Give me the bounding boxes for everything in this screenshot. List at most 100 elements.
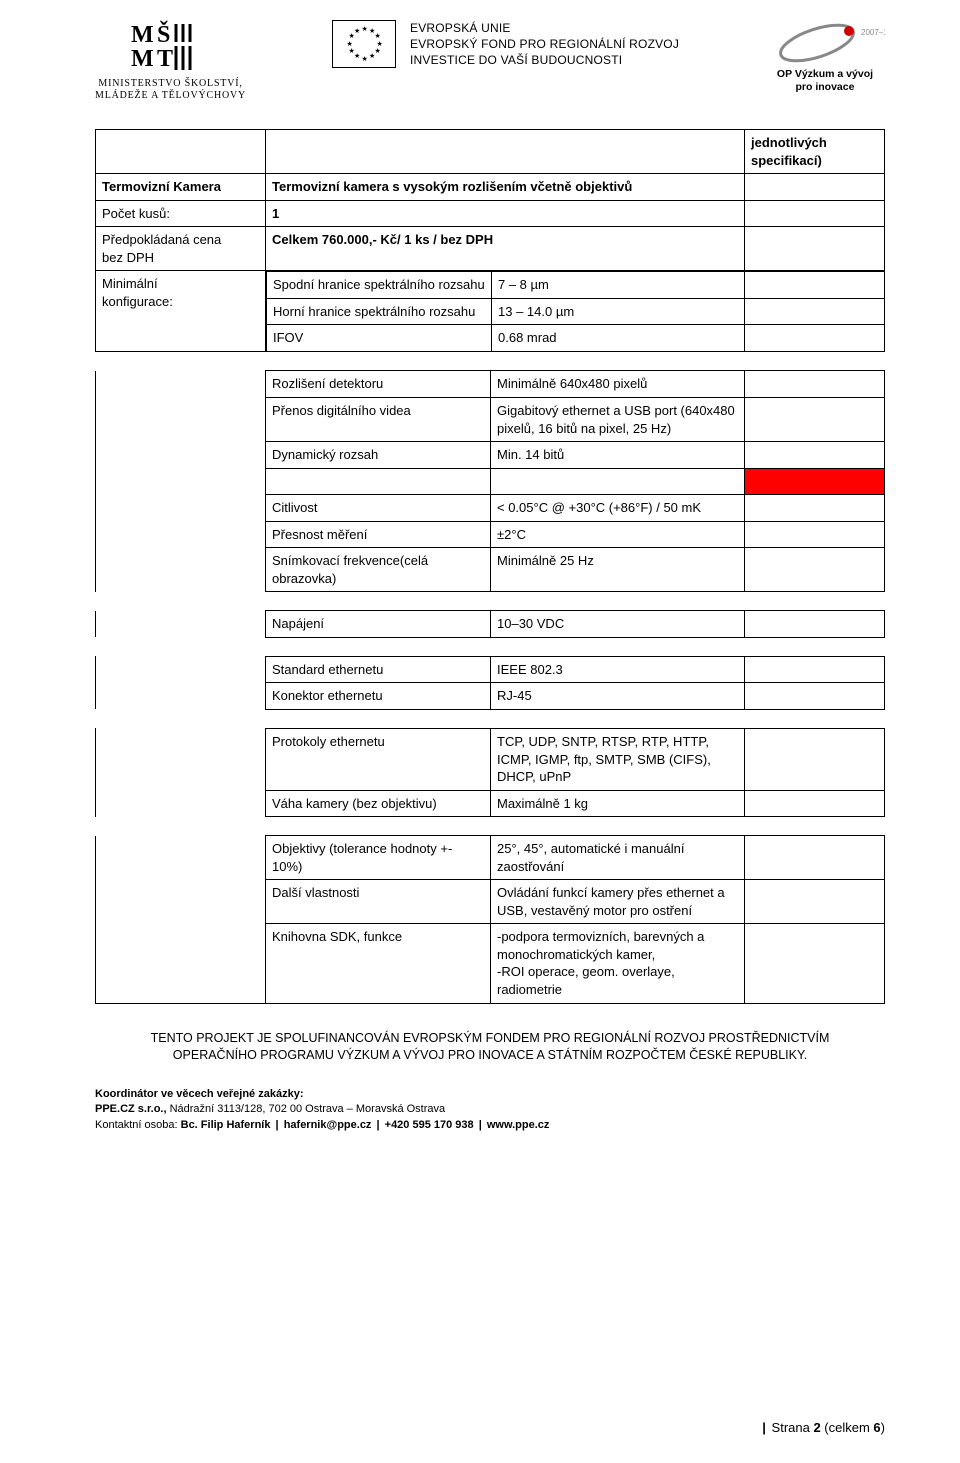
op-logo-icon: 2007–13 bbox=[765, 20, 885, 66]
spec-empty bbox=[745, 836, 885, 880]
spec-value: TCP, UDP, SNTP, RTSP, RTP, HTTP, ICMP, I… bbox=[491, 728, 745, 790]
contact-person-label: Kontaktní osoba: bbox=[95, 1119, 181, 1131]
row-cena-label: Předpokládaná cena bez DPH bbox=[96, 227, 266, 271]
eu-text: EVROPSKÁ UNIE EVROPSKÝ FOND PRO REGIONÁL… bbox=[410, 20, 679, 69]
spec-name: Přesnost měření bbox=[266, 521, 491, 548]
spec-name: IFOV bbox=[267, 325, 492, 352]
spec-name: Horní hranice spektrálního rozsahu bbox=[267, 298, 492, 325]
spec-empty bbox=[744, 298, 884, 325]
table-row: Objektivy (tolerance hodnoty +- 10%)25°,… bbox=[96, 836, 885, 880]
group-blank bbox=[96, 611, 266, 638]
table-row: Protokoly ethernetuTCP, UDP, SNTP, RTSP,… bbox=[96, 728, 885, 790]
spec-value: 13 – 14.0 µm bbox=[492, 298, 745, 325]
spec-table-group5: Objektivy (tolerance hodnoty +- 10%)25°,… bbox=[95, 835, 885, 1003]
eu-line3: INVESTICE DO VAŠÍ BUDOUCNOSTI bbox=[410, 52, 679, 68]
row-pocet-value: 1 bbox=[266, 200, 745, 227]
footer-contact: Koordinátor ve věcech veřejné zakázky: P… bbox=[95, 1087, 885, 1135]
row-pocet-label: Počet kusů: bbox=[96, 200, 266, 227]
op-caption: OP Výzkum a vývoj pro inovace bbox=[765, 68, 885, 94]
spec-value: IEEE 802.3 bbox=[491, 656, 745, 683]
spec-table-group2: Napájení10–30 VDC bbox=[95, 610, 885, 638]
spec-empty bbox=[745, 442, 885, 469]
spec-empty bbox=[744, 272, 884, 299]
spec-value: Ovládání funkcí kamery přes ethernet a U… bbox=[491, 880, 745, 924]
spec-empty bbox=[745, 924, 885, 1003]
table-row: Rozlišení detektoruMinimálně 640x480 pix… bbox=[96, 371, 885, 398]
eu-line1: EVROPSKÁ UNIE bbox=[410, 20, 679, 36]
op-cap-l1: OP Výzkum a vývoj bbox=[765, 68, 885, 81]
spec-value: RJ-45 bbox=[491, 683, 745, 710]
group-blank bbox=[96, 728, 266, 816]
table-row: Napájení10–30 VDC bbox=[96, 611, 885, 638]
contact-org: PPE.CZ s.r.o., bbox=[95, 1103, 167, 1115]
spec-value: Minimálně 640x480 pixelů bbox=[491, 371, 745, 398]
row-spec-suffix: jednotlivých specifikací) bbox=[96, 130, 885, 174]
spec-value: 10–30 VDC bbox=[491, 611, 745, 638]
group-blank bbox=[96, 656, 266, 709]
op-years: 2007–13 bbox=[861, 28, 885, 37]
spec-name: Dynamický rozsah bbox=[266, 442, 491, 469]
spec-name: Další vlastnosti bbox=[266, 880, 491, 924]
spec-value: ±2°C bbox=[491, 521, 745, 548]
spec-value: Maximálně 1 kg bbox=[491, 790, 745, 817]
row-pocet: Počet kusů: 1 bbox=[96, 200, 885, 227]
spec-value: Min. 14 bitů bbox=[491, 442, 745, 469]
row-kamera-value: Termovizní kamera s vysokým rozlišením v… bbox=[266, 174, 745, 201]
contact-phone: +420 595 170 938 bbox=[385, 1119, 474, 1131]
row-kamera: Termovizní Kamera Termovizní kamera s vy… bbox=[96, 174, 885, 201]
spec-empty bbox=[745, 548, 885, 592]
spec-table-group4: Protokoly ethernetuTCP, UDP, SNTP, RTSP,… bbox=[95, 728, 885, 817]
msmt-caption-l1: MINISTERSTVO ŠKOLSTVÍ, bbox=[95, 78, 246, 90]
spec-empty bbox=[745, 371, 885, 398]
spec-table-group1: Rozlišení detektoruMinimálně 640x480 pix… bbox=[95, 370, 885, 592]
table-row: Horní hranice spektrálního rozsahu13 – 1… bbox=[267, 298, 885, 325]
spec-name: Objektivy (tolerance hodnoty +- 10%) bbox=[266, 836, 491, 880]
svg-text:T: T bbox=[157, 46, 173, 72]
row-min-konf-label: Minimální konfigurace: bbox=[96, 271, 266, 352]
group-blank bbox=[96, 836, 266, 1003]
spec-empty bbox=[745, 656, 885, 683]
spec-name: Protokoly ethernetu bbox=[266, 728, 491, 790]
table-row: Standard ethernetuIEEE 802.3 bbox=[96, 656, 885, 683]
spec-name: Standard ethernetu bbox=[266, 656, 491, 683]
funding-l1: TENTO PROJEKT JE SPOLUFINANCOVÁN EVROPSK… bbox=[95, 1030, 885, 1048]
table-row: IFOV0.68 mrad bbox=[267, 325, 885, 352]
spec-name: Knihovna SDK, funkce bbox=[266, 924, 491, 1003]
msmt-logo-icon: M Š M T bbox=[121, 20, 221, 74]
spec-empty bbox=[745, 790, 885, 817]
spec-name: Přenos digitálního videa bbox=[266, 397, 491, 441]
row-kamera-label: Termovizní Kamera bbox=[96, 174, 266, 201]
spec-name: Konektor ethernetu bbox=[266, 683, 491, 710]
contact-web: www.ppe.cz bbox=[487, 1119, 550, 1131]
msmt-caption-l2: MLÁDEŽE A TĚLOVÝCHOVY bbox=[95, 90, 246, 102]
spec-empty bbox=[745, 397, 885, 441]
spec-value: Minimálně 25 Hz bbox=[491, 548, 745, 592]
spec-empty bbox=[745, 728, 885, 790]
spec-value: 7 – 8 µm bbox=[492, 272, 745, 299]
spec-value: 25°, 45°, automatické i manuální zaostřo… bbox=[491, 836, 745, 880]
spec-empty bbox=[745, 683, 885, 710]
spec-value: Gigabitový ethernet a USB port (640x480 … bbox=[491, 397, 745, 441]
row-min-konf: Minimální konfigurace: Spodní hranice sp… bbox=[96, 271, 885, 352]
svg-text:M: M bbox=[131, 22, 154, 48]
spec-value: < 0.05°C @ +30°C (+86°F) / 50 mK bbox=[491, 495, 745, 522]
contact-addr: Nádražní 3113/128, 702 00 Ostrava – Mora… bbox=[167, 1103, 446, 1115]
spec-empty bbox=[745, 521, 885, 548]
row-cena: Předpokládaná cena bez DPH Celkem 760.00… bbox=[96, 227, 885, 271]
spec-name: Citlivost bbox=[266, 495, 491, 522]
spec-name: Napájení bbox=[266, 611, 491, 638]
group-blank bbox=[96, 371, 266, 592]
footer-funding: TENTO PROJEKT JE SPOLUFINANCOVÁN EVROPSK… bbox=[95, 1030, 885, 1065]
spec-value: -podpora termovizních, barevných a monoc… bbox=[491, 924, 745, 1003]
contact-title: Koordinátor ve věcech veřejné zakázky: bbox=[95, 1087, 885, 1103]
spec-name: Snímkovací frekvence(celá obrazovka) bbox=[266, 548, 491, 592]
spec-empty bbox=[744, 325, 884, 352]
svg-text:M: M bbox=[131, 46, 154, 72]
contact-line-org: PPE.CZ s.r.o., Nádražní 3113/128, 702 00… bbox=[95, 1102, 885, 1118]
spec-name: Spodní hranice spektrálního rozsahu bbox=[267, 272, 492, 299]
page-header: M Š M T MINISTERSTVO ŠKOLSTVÍ, MLÁDEŽE A… bbox=[95, 20, 885, 101]
spec-name: Minimální interval měření teplot bbox=[266, 468, 491, 495]
spec-value: 0.68 mrad bbox=[492, 325, 745, 352]
msmt-caption: MINISTERSTVO ŠKOLSTVÍ, MLÁDEŽE A TĚLOVÝC… bbox=[95, 78, 246, 101]
spec-name: Váha kamery (bez objektivu) bbox=[266, 790, 491, 817]
